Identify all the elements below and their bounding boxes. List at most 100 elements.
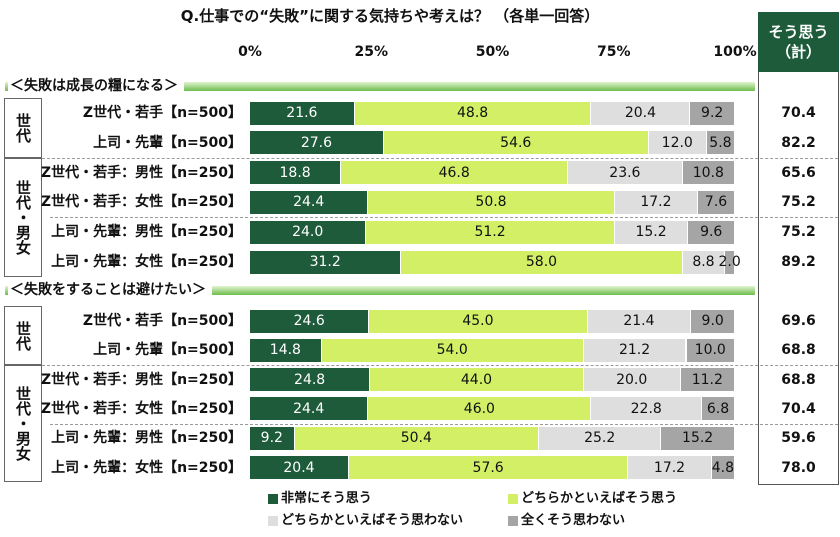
total-column (758, 72, 839, 485)
data-label: 9.6 (700, 224, 723, 241)
bar-segment-somewhat-disagree: 25.2 (539, 426, 662, 450)
bar-segment-strongly-agree: 24.8 (250, 368, 371, 392)
bar-segment-strongly-agree: 9.2 (250, 426, 295, 450)
legend-swatch (508, 516, 518, 526)
x-tick-label: 25% (354, 44, 388, 60)
bar-segment-strongly-disagree: 11.2 (680, 368, 735, 392)
data-label: 54.0 (436, 342, 468, 359)
section-header: ＜失敗は成長の糧になる＞ (8, 77, 184, 95)
data-label: 25.2 (584, 430, 616, 447)
data-label: 17.2 (640, 194, 672, 211)
category-label: Z世代・若手：女性【n=250】 (40, 400, 242, 417)
data-label: 10.8 (692, 164, 724, 181)
total-value: 75.2 (781, 224, 816, 241)
bar-segment-strongly-disagree: 15.2 (661, 426, 735, 450)
bar-segment-strongly-agree: 31.2 (250, 250, 402, 274)
data-label: 23.6 (609, 164, 641, 181)
bar-segment-strongly-disagree: 9.2 (690, 101, 735, 125)
data-label: 7.6 (704, 194, 728, 211)
category-label: Z世代・若手：女性【n=250】 (40, 194, 242, 211)
group-separator (42, 364, 838, 366)
total-column-header: そう思う （計） (758, 12, 839, 72)
data-label: 22.8 (630, 400, 662, 417)
data-label: 51.2 (474, 224, 506, 241)
bar-segment-somewhat-disagree: 15.2 (614, 220, 689, 244)
group-separator (42, 157, 838, 159)
bar-segment-strongly-disagree: 2.0 (719, 250, 741, 274)
data-label: 17.2 (653, 459, 686, 476)
data-label: 11.2 (691, 371, 723, 388)
total-value: 75.2 (781, 194, 816, 211)
group-box: 世代・男女 (4, 157, 42, 277)
group-box: 世代・男女 (4, 364, 42, 483)
total-value: 70.4 (781, 105, 816, 121)
data-label: 57.6 (472, 459, 504, 476)
data-label: 24.4 (293, 194, 325, 211)
group-label: 世代 (14, 320, 32, 351)
category-label: 上司・先輩：女性【n=250】 (51, 254, 242, 270)
total-header-line: （計） (775, 43, 821, 61)
data-label: 54.6 (500, 134, 532, 151)
data-label: 20.4 (283, 459, 315, 476)
group-label: 世代 (14, 112, 32, 143)
bar-segment-somewhat-agree: 51.2 (366, 220, 615, 244)
bar-segment-strongly-agree: 24.6 (250, 309, 370, 333)
category-label: 上司・先輩【n=500】 (93, 342, 242, 359)
data-label: 5.8 (709, 134, 732, 151)
data-label: 21.6 (286, 105, 318, 121)
bar-segment-somewhat-agree: 45.0 (369, 309, 588, 333)
x-tick-label: 75% (596, 44, 631, 60)
bar-segment-somewhat-agree: 54.6 (383, 131, 649, 155)
bar-segment-strongly-disagree: 7.6 (698, 190, 735, 214)
bar-segment-strongly-agree: 20.4 (250, 456, 349, 479)
bar-segment-strongly-disagree: 10.8 (682, 161, 735, 185)
data-label: 9.0 (701, 313, 724, 329)
data-label: 24.8 (294, 371, 326, 388)
data-label: 24.0 (292, 224, 324, 241)
subgroup-separator (50, 423, 838, 425)
data-label: 50.8 (475, 194, 507, 211)
bar-segment-somewhat-disagree: 8.8 (682, 250, 726, 274)
category-label: 上司・先輩：女性【n=250】 (51, 459, 242, 476)
data-label: 2.0 (718, 254, 741, 270)
section-header-band (5, 286, 755, 295)
data-label: 6.8 (706, 400, 730, 417)
category-label: Z世代・若手【n=500】 (82, 313, 242, 329)
data-label: 21.2 (618, 342, 651, 359)
data-label: 46.8 (438, 164, 470, 181)
total-value: 89.2 (781, 254, 816, 270)
total-value: 59.6 (781, 430, 816, 447)
total-value: 68.8 (781, 342, 816, 359)
bar-segment-somewhat-agree: 50.8 (368, 190, 615, 214)
bar-segment-somewhat-agree: 46.8 (341, 161, 569, 185)
data-label: 46.0 (463, 400, 495, 417)
subgroup-separator (50, 217, 838, 219)
bar-segment-somewhat-disagree: 21.2 (583, 338, 687, 362)
total-value: 65.6 (781, 164, 816, 181)
data-label: 12.0 (661, 134, 693, 151)
bar-segment-somewhat-agree: 44.0 (370, 368, 584, 392)
bar-segment-strongly-disagree: 6.8 (702, 397, 735, 421)
bar-segment-somewhat-disagree: 21.4 (587, 309, 692, 333)
data-label: 50.4 (400, 430, 432, 447)
legend-item: 非常にそう思う (268, 491, 372, 507)
x-tick-label: 100% (713, 44, 757, 60)
data-label: 4.8 (711, 459, 734, 476)
group-box: 世代 (4, 306, 42, 366)
group-label: 世代・男女 (14, 386, 32, 462)
chart-title: Q.仕事での“失敗”に関する気持ちや考えは？ （各単一回答） (180, 7, 600, 25)
data-label: 20.0 (616, 371, 648, 388)
data-label: 24.4 (293, 400, 325, 417)
bar-segment-somewhat-disagree: 20.4 (591, 101, 691, 125)
bar-segment-somewhat-agree: 58.0 (401, 250, 683, 274)
data-label: 44.0 (460, 371, 493, 388)
data-label: 8.8 (692, 254, 715, 270)
data-label: 20.4 (624, 105, 656, 121)
data-label: 24.6 (293, 313, 325, 329)
category-label: Z世代・若手【n=500】 (82, 105, 242, 121)
bar-segment-somewhat-agree: 54.0 (321, 338, 584, 362)
legend-item: どちらかといえばそう思う (508, 491, 677, 507)
bar-segment-strongly-agree: 24.4 (250, 190, 369, 214)
total-value: 78.0 (781, 459, 816, 476)
